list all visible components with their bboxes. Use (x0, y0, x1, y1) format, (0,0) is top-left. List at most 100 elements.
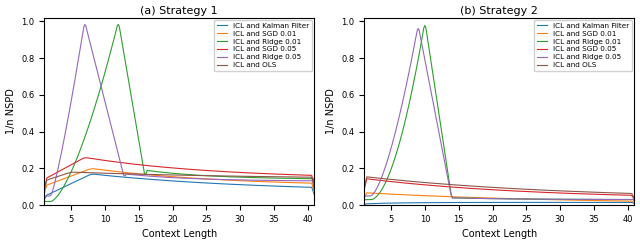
ICL and Ridge 0.05 (527, 198, 534, 201)
ICL and Ridge 0.01 (310, 186, 318, 189)
ICL and Ridge 0.01 (41, 200, 49, 203)
Title: (b) Strategy 2: (b) Strategy 2 (460, 6, 538, 15)
ICL and OLS (521, 188, 529, 191)
ICL and Ridge 0.05 (630, 200, 638, 203)
X-axis label: Context Length: Context Length (461, 230, 537, 239)
ICL and Kalman Filter (520, 201, 528, 204)
ICL and Kalman Filter (630, 202, 638, 205)
ICL and SGD 0.01 (202, 177, 210, 180)
ICL and OLS (589, 191, 596, 194)
ICL and SGD 0.05 (360, 189, 368, 192)
Line: ICL and Kalman Filter: ICL and Kalman Filter (364, 202, 634, 204)
ICL and OLS (522, 188, 530, 191)
ICL and OLS (606, 191, 614, 194)
ICL and Ridge 0.05 (360, 197, 368, 200)
ICL and Kalman Filter (40, 198, 48, 201)
ICL and Ridge 0.01 (269, 177, 276, 180)
ICL and Ridge 0.05 (269, 179, 276, 182)
ICL and Ridge 0.01 (606, 198, 614, 201)
ICL and Ridge 0.05 (589, 198, 596, 201)
ICL and SGD 0.05 (202, 169, 210, 172)
ICL and SGD 0.01 (522, 197, 530, 200)
ICL and Ridge 0.01 (589, 198, 596, 201)
ICL and Ridge 0.01 (630, 200, 638, 203)
ICL and Ridge 0.05 (361, 195, 369, 197)
ICL and SGD 0.01 (363, 191, 371, 194)
ICL and OLS (286, 175, 294, 178)
ICL and OLS (363, 175, 371, 178)
ICL and SGD 0.05 (310, 187, 318, 190)
ICL and Ridge 0.05 (415, 27, 422, 30)
Line: ICL and Ridge 0.01: ICL and Ridge 0.01 (364, 25, 634, 201)
ICL and SGD 0.01 (40, 193, 48, 196)
ICL and SGD 0.01 (89, 167, 97, 170)
ICL and Kalman Filter (310, 194, 318, 196)
ICL and SGD 0.01 (521, 197, 529, 200)
ICL and Kalman Filter (628, 201, 636, 204)
X-axis label: Context Length: Context Length (141, 230, 217, 239)
ICL and Kalman Filter (201, 182, 209, 184)
ICL and Ridge 0.01 (361, 198, 369, 201)
ICL and OLS (40, 190, 48, 193)
Line: ICL and Kalman Filter: ICL and Kalman Filter (44, 174, 314, 200)
ICL and SGD 0.01 (41, 190, 49, 193)
Line: ICL and Ridge 0.05: ICL and Ridge 0.05 (364, 29, 634, 201)
ICL and SGD 0.01 (361, 195, 369, 198)
ICL and Kalman Filter (360, 203, 368, 206)
ICL and OLS (41, 186, 49, 189)
ICL and Ridge 0.05 (207, 178, 214, 181)
ICL and OLS (360, 187, 368, 190)
ICL and Kalman Filter (90, 173, 98, 176)
ICL and Kalman Filter (286, 185, 294, 188)
Legend: ICL and Kalman Filter, ICL and SGD 0.01, ICL and Ridge 0.01, ICL and SGD 0.05, I: ICL and Kalman Filter, ICL and SGD 0.01,… (214, 20, 312, 71)
ICL and SGD 0.01 (310, 191, 318, 194)
ICL and Kalman Filter (361, 203, 369, 206)
ICL and Ridge 0.05 (81, 23, 88, 26)
ICL and Kalman Filter (41, 197, 49, 200)
ICL and OLS (201, 174, 209, 177)
Line: ICL and OLS: ICL and OLS (44, 172, 314, 191)
ICL and OLS (202, 174, 210, 177)
ICL and Ridge 0.05 (521, 197, 529, 200)
ICL and Ridge 0.05 (606, 198, 614, 201)
ICL and Ridge 0.01 (360, 200, 368, 203)
ICL and Ridge 0.05 (522, 197, 530, 200)
ICL and SGD 0.05 (361, 185, 369, 188)
ICL and Ridge 0.01 (421, 24, 429, 27)
Line: ICL and SGD 0.05: ICL and SGD 0.05 (44, 158, 314, 190)
ICL and Ridge 0.05 (310, 187, 318, 190)
ICL and Ridge 0.01 (115, 23, 122, 26)
Line: ICL and OLS: ICL and OLS (364, 177, 634, 198)
ICL and Ridge 0.05 (201, 178, 209, 181)
ICL and Ridge 0.01 (207, 174, 214, 177)
ICL and Kalman Filter (525, 201, 533, 204)
ICL and Kalman Filter (588, 201, 596, 204)
Line: ICL and Ridge 0.05: ICL and Ridge 0.05 (44, 24, 314, 199)
ICL and SGD 0.05 (521, 190, 529, 193)
ICL and SGD 0.05 (527, 190, 534, 193)
ICL and SGD 0.01 (269, 181, 276, 184)
ICL and Ridge 0.01 (521, 197, 529, 200)
ICL and SGD 0.01 (207, 178, 214, 181)
ICL and SGD 0.05 (83, 156, 90, 159)
ICL and SGD 0.05 (363, 177, 371, 180)
ICL and SGD 0.05 (630, 198, 638, 201)
ICL and Kalman Filter (207, 182, 214, 185)
ICL and Kalman Filter (521, 201, 529, 204)
Line: ICL and SGD 0.01: ICL and SGD 0.01 (44, 169, 314, 194)
ICL and Ridge 0.05 (202, 178, 210, 181)
ICL and SGD 0.05 (522, 190, 530, 193)
ICL and SGD 0.05 (269, 172, 276, 175)
ICL and OLS (361, 184, 369, 186)
Y-axis label: 1/n NSPD: 1/n NSPD (326, 88, 335, 134)
ICL and Kalman Filter (605, 201, 613, 204)
ICL and OLS (269, 175, 276, 178)
ICL and Ridge 0.01 (522, 197, 530, 200)
ICL and SGD 0.01 (589, 199, 596, 202)
ICL and SGD 0.01 (360, 197, 368, 200)
ICL and SGD 0.05 (40, 189, 48, 192)
ICL and OLS (70, 171, 78, 174)
ICL and Ridge 0.05 (41, 195, 49, 197)
ICL and OLS (527, 188, 534, 191)
ICL and OLS (630, 197, 638, 200)
